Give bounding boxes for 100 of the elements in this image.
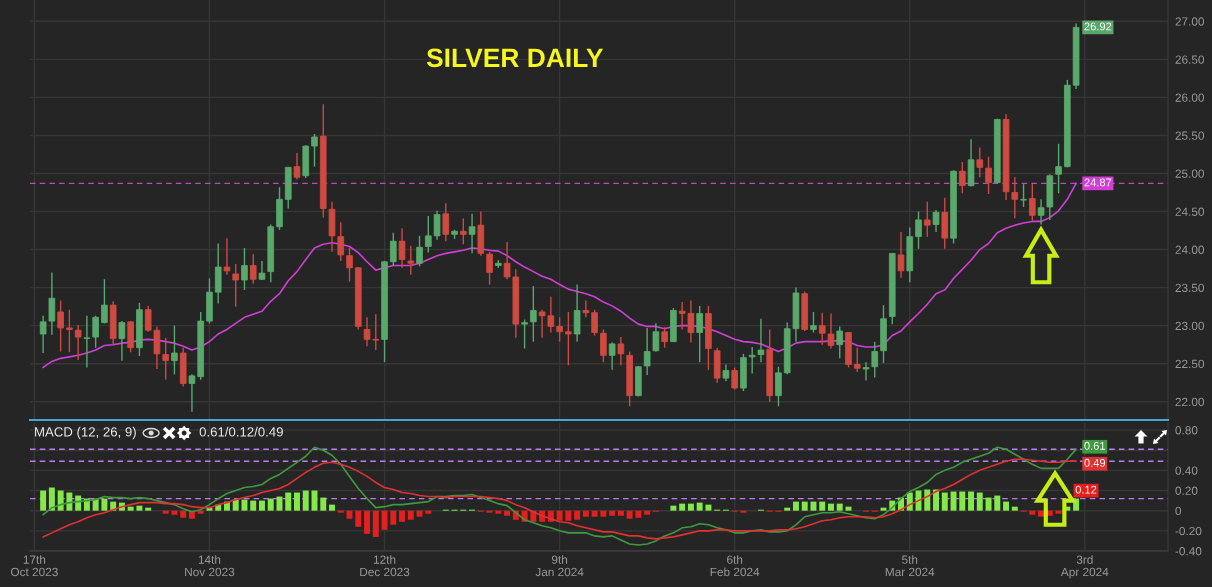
bar: [259, 500, 265, 511]
candlestick: [731, 366, 738, 391]
candlestick: [74, 324, 82, 361]
bar: [1055, 510, 1062, 514]
data-label: 0.49: [1084, 458, 1106, 467]
bar: [985, 497, 992, 511]
bar: [600, 510, 607, 517]
bar: [784, 507, 791, 511]
candlestick: [591, 308, 598, 337]
candlestick: [775, 366, 782, 407]
candlestick: [424, 215, 432, 254]
candlestick: [582, 299, 590, 318]
bar: [57, 490, 64, 511]
bar: [1003, 501, 1010, 511]
candlestick: [188, 373, 196, 413]
bar: [504, 510, 511, 516]
bar: [941, 492, 948, 511]
candlestick: [573, 283, 581, 343]
candlestick: [600, 328, 607, 363]
bar: [101, 498, 108, 511]
candlestick: [1011, 176, 1019, 220]
candlestick: [853, 347, 861, 373]
candlestick: [223, 237, 231, 276]
text: 26.92: [1084, 22, 1112, 31]
x-tick-label: 14th Nov 2023: [185, 555, 235, 577]
bar: [250, 500, 257, 511]
candlestick: [932, 209, 940, 233]
bar: [740, 510, 747, 513]
bar: [162, 510, 169, 514]
y-tick-label: 24.50: [1175, 207, 1205, 216]
candlestick: [661, 326, 668, 349]
candlestick: [652, 322, 660, 353]
x-tick-label: 5th Mar 2024: [885, 555, 935, 577]
x-tick-label: 6th Feb 2024: [710, 555, 760, 577]
candlestick: [1055, 143, 1062, 194]
candlestick: [958, 161, 966, 194]
bar: [302, 490, 309, 511]
bar: [617, 510, 624, 516]
bar: [337, 510, 344, 513]
bar: [407, 510, 414, 520]
candlestick: [468, 213, 476, 255]
bar: [425, 510, 432, 514]
candlestick: [398, 227, 406, 269]
bar: [679, 503, 686, 511]
bar: [486, 510, 493, 513]
candlestick: [346, 247, 353, 283]
candlestick: [407, 245, 415, 276]
y-tick-label: 23.00: [1175, 321, 1205, 331]
candlestick: [643, 327, 651, 376]
x-tick-label: 12th Dec 2023: [360, 555, 410, 577]
candlestick: [416, 235, 423, 267]
candlestick: [1029, 183, 1036, 222]
candlestick: [915, 210, 922, 250]
bar: [670, 505, 677, 511]
bar: [355, 510, 362, 527]
y-tick-label: 0.40: [1175, 466, 1198, 475]
candlestick: [976, 146, 984, 178]
chart-title: MACD (12, 26, 9): [35, 426, 136, 440]
candlestick: [862, 361, 870, 382]
line-series: [42, 446, 1077, 546]
candlestick: [92, 315, 99, 349]
bar: [565, 510, 572, 521]
bar: [66, 492, 73, 511]
candlestick: [1020, 183, 1027, 208]
bar: [828, 503, 834, 511]
bar: [241, 499, 248, 511]
bar: [696, 502, 703, 511]
y-tick-label: 24.00: [1175, 245, 1205, 254]
bar: [381, 510, 388, 530]
candlestick: [83, 315, 91, 369]
annotation: 0.61/0.12/0.49: [199, 426, 283, 437]
data-label: 0.12: [1075, 485, 1097, 494]
x-tick-label: 3rd Apr 2024: [1060, 555, 1109, 579]
candlestick: [608, 341, 616, 371]
bar: [994, 495, 1001, 511]
bar: [48, 487, 55, 511]
candlestick: [389, 232, 397, 267]
y-tick-label: -0.40: [1175, 547, 1202, 556]
bar: [40, 490, 47, 511]
bar: [556, 510, 563, 521]
bar: [75, 495, 82, 511]
bar: [127, 506, 134, 511]
bar: [329, 504, 335, 511]
bar: [644, 510, 651, 515]
candlestick: [171, 324, 178, 376]
bar: [495, 510, 502, 514]
candlestick: [433, 210, 441, 241]
bar: [206, 507, 213, 511]
bar: [294, 492, 300, 511]
bar: [810, 501, 817, 511]
bar: [705, 504, 712, 511]
y-tick-label: 0.80: [1175, 426, 1198, 435]
y-tick-label: -0.20: [1175, 526, 1202, 536]
bar: [635, 510, 642, 518]
candlestick: [985, 156, 992, 195]
line-series: [42, 182, 1077, 369]
bar: [609, 510, 616, 516]
candlestick: [66, 308, 73, 353]
candlestick: [521, 318, 528, 350]
bar: [416, 510, 423, 517]
